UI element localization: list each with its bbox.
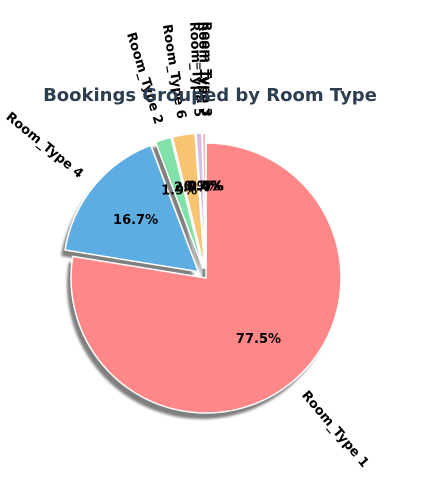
slice-label-room-type-1: Room_Type 1 [298,388,371,470]
pie-percent-labels: 77.5% 16.7%1.9%2.7%0.7%0.4%0.0% [113,180,281,348]
chart-title: Bookings Grouped by Room Type [43,85,377,106]
slice-percent-room-type-1: 77.5% [236,332,281,347]
slice-percent-room-type-2: 1.9% [161,184,197,199]
slice-percent-room-type-6: 2.7% [174,181,210,196]
slice-label-room-type-5: Room_Type 5 [186,21,206,117]
slice-percent-room-type-7: 0.4% [187,180,223,195]
slice-percent-room-type-5: 0.7% [184,180,220,195]
pie-slice-room-type-6 [171,132,206,269]
pie-slice-room-type-1 [70,142,342,414]
pie-slice-room-type-2 [154,136,204,270]
slice-label-room-type-2: Room_Type 2 [123,31,166,127]
slice-percent-room-type-3: 0.0% [188,180,224,195]
slice-label-room-type-7: Room_Type 7 [195,21,211,117]
pie-slice-room-type-4 [64,144,200,273]
pie-slices [64,132,342,414]
slice-label-room-type-3: Room_Type 3 [198,21,213,116]
slice-percent-room-type-4: 16.7% [113,213,158,228]
slice-label-room-type-4: Room_Type 4 [3,110,86,182]
